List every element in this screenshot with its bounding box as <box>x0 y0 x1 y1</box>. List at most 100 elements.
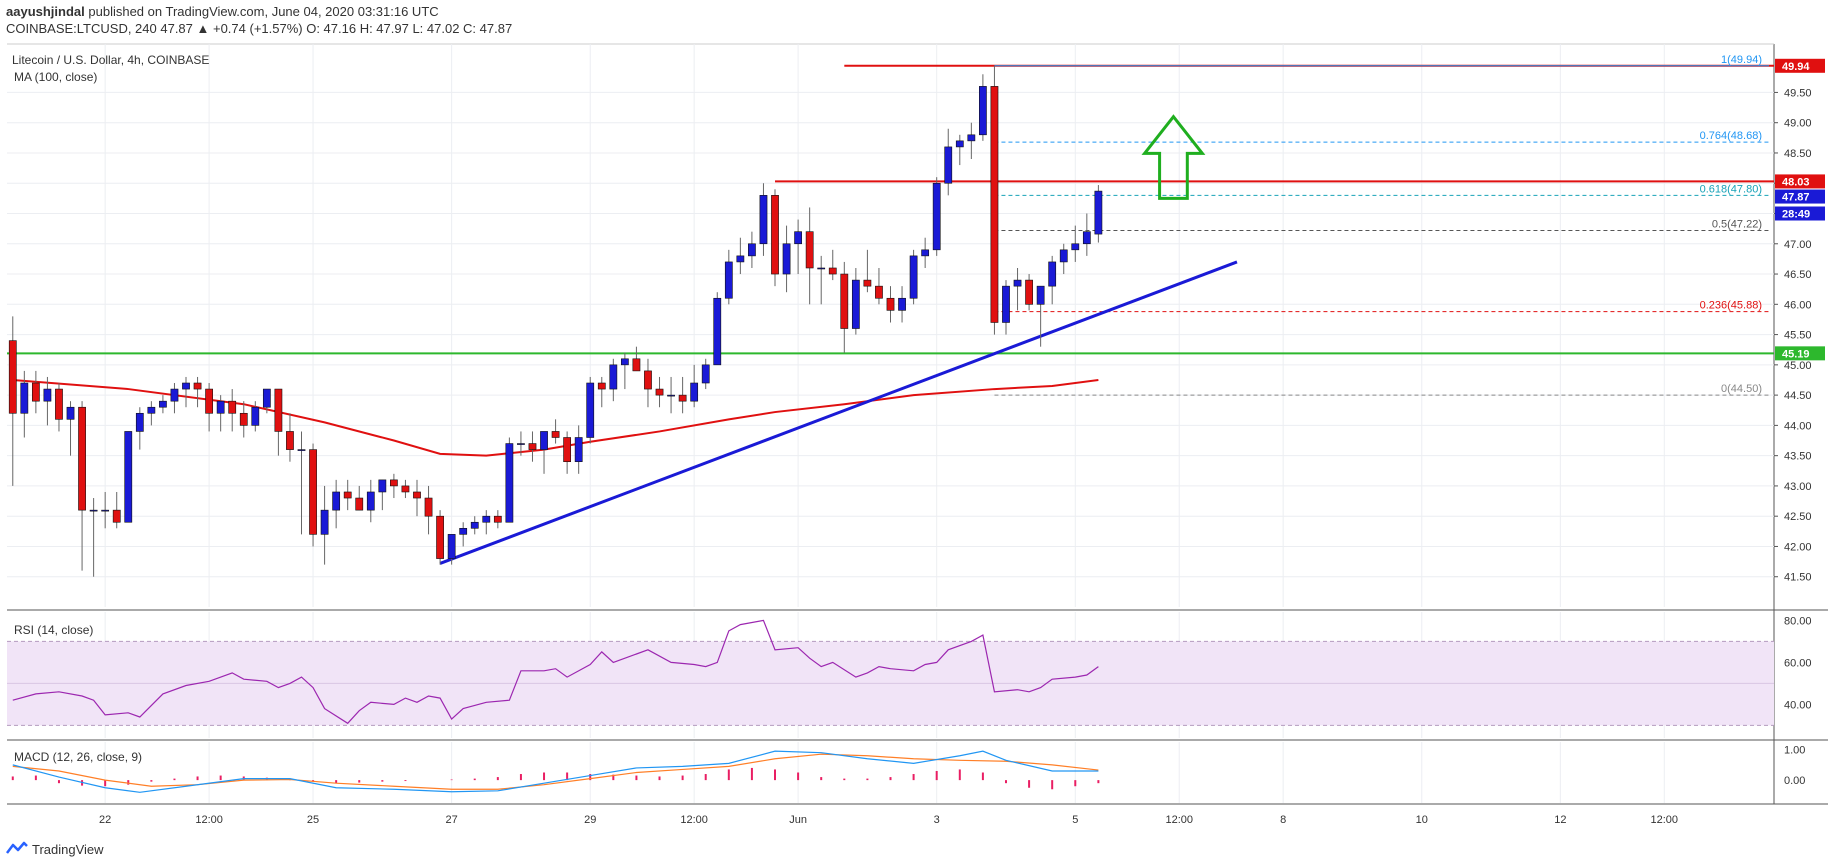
candle-body <box>55 388 63 420</box>
candles <box>8 65 1103 577</box>
y-tick-label: 49.50 <box>1784 87 1812 99</box>
candle-body <box>586 382 595 438</box>
price-tag-bg <box>1775 206 1825 221</box>
candle-body <box>609 364 618 390</box>
candle-body <box>1071 243 1080 251</box>
brand-name: TradingView <box>32 842 104 857</box>
candle-body <box>66 406 75 420</box>
y-tick-label: 42.50 <box>1784 511 1812 523</box>
y-tick-label: 46.00 <box>1784 299 1812 311</box>
fib-level-label: 0.618(47.80) <box>1700 183 1762 195</box>
candle-body <box>759 195 768 245</box>
candle-body <box>851 279 860 329</box>
chart-title: Litecoin / U.S. Dollar, 4h, COINBASE <box>12 53 210 67</box>
y-tick-label: 47.00 <box>1784 239 1812 251</box>
candle-body <box>286 431 294 450</box>
publish-info: published on TradingView.com, June 04, 2… <box>88 4 439 19</box>
rsi-panel <box>7 619 1774 726</box>
macd-y-tick-label: 1.00 <box>1784 745 1805 757</box>
candle-body <box>20 382 29 414</box>
rsi-legend[interactable]: RSI (14, close) <box>14 623 94 637</box>
candle-body <box>31 382 40 402</box>
candle-body <box>482 515 491 523</box>
candle-body <box>1048 261 1057 287</box>
candle-body <box>1002 285 1010 323</box>
candle-body <box>355 497 364 511</box>
candle-body <box>724 261 733 299</box>
candle-body <box>805 231 814 269</box>
x-tick-label: 25 <box>307 814 319 826</box>
candle-body <box>1082 231 1091 245</box>
candle-body <box>932 182 941 251</box>
candle-body <box>135 412 144 432</box>
candle-body <box>332 491 341 511</box>
candle-body <box>1013 279 1022 287</box>
candle-body <box>563 437 572 463</box>
candle-body <box>771 195 779 275</box>
candle-body <box>967 134 976 142</box>
y-tick-label: 45.50 <box>1784 330 1812 342</box>
candle-body <box>447 534 456 559</box>
price-tag-bg <box>1775 58 1825 73</box>
candle-body <box>159 400 167 408</box>
author-name[interactable]: aayushjindal <box>6 4 85 19</box>
ma-legend[interactable]: MA (100, close) <box>14 70 98 84</box>
price-tag-label: 45.19 <box>1782 348 1810 360</box>
candle-body <box>678 394 687 402</box>
fib-level-label: 0(44.50) <box>1721 383 1762 395</box>
trend-line <box>439 260 1238 565</box>
candle-body <box>817 267 826 270</box>
candle-body <box>713 297 722 366</box>
candle-body <box>366 491 375 511</box>
candle-body <box>667 394 675 397</box>
candle-body <box>505 443 514 523</box>
y-tick-label: 45.00 <box>1784 360 1812 372</box>
candle-body <box>390 479 398 487</box>
up-arrow <box>1141 114 1206 200</box>
candle-body <box>89 509 98 512</box>
candle-body <box>517 443 525 445</box>
candle-body <box>736 255 745 263</box>
candle-body <box>78 406 86 511</box>
x-tick-label: 29 <box>584 814 596 826</box>
symbol-line: COINBASE:LTCUSD, 240 47.87 ▲ +0.74 (+1.5… <box>6 21 513 36</box>
publish-header: aayushjindal published on TradingView.co… <box>6 4 439 19</box>
candle-body <box>655 388 664 396</box>
candle-body <box>979 86 987 136</box>
price-tag-label: 49.94 <box>1782 61 1810 73</box>
price-tag-bg <box>1775 189 1825 204</box>
candle-body <box>620 358 629 366</box>
x-tick-label: 5 <box>1072 814 1078 826</box>
candle-body <box>886 297 895 311</box>
price-tag-bg <box>1775 346 1825 361</box>
tradingview-brand[interactable]: TradingView <box>6 841 104 858</box>
macd-signal-line <box>12 753 1099 790</box>
rsi-y-tick-label: 80.00 <box>1784 615 1812 627</box>
candle-body <box>574 437 583 463</box>
rsi-line <box>12 619 1099 725</box>
macd-panel <box>11 750 1100 793</box>
fib-level-label: 0.236(45.88) <box>1700 300 1762 312</box>
rsi-y-tick-label: 40.00 <box>1784 699 1812 711</box>
price-tag-label: 47.87 <box>1782 192 1810 204</box>
tradingview-logo-icon <box>6 841 28 858</box>
macd-legend[interactable]: MACD (12, 26, close, 9) <box>14 750 143 764</box>
candle-body <box>540 431 548 450</box>
candle-body <box>274 388 283 432</box>
x-tick-label: 22 <box>99 814 111 826</box>
macd-y-tick-label: 0.00 <box>1784 775 1805 787</box>
candle-body <box>182 382 190 390</box>
candle-body <box>955 140 964 148</box>
candle-body <box>944 146 953 184</box>
candle-body <box>794 231 802 245</box>
y-tick-label: 43.50 <box>1784 451 1812 463</box>
candle-body <box>863 279 872 287</box>
candle-body <box>828 267 837 275</box>
candle-body <box>413 491 421 499</box>
candle-body <box>875 285 883 299</box>
candle-body <box>8 340 17 414</box>
candle-body <box>239 412 248 426</box>
price-tag-label: 48.03 <box>1782 176 1810 188</box>
y-tick-label: 48.50 <box>1784 148 1812 160</box>
